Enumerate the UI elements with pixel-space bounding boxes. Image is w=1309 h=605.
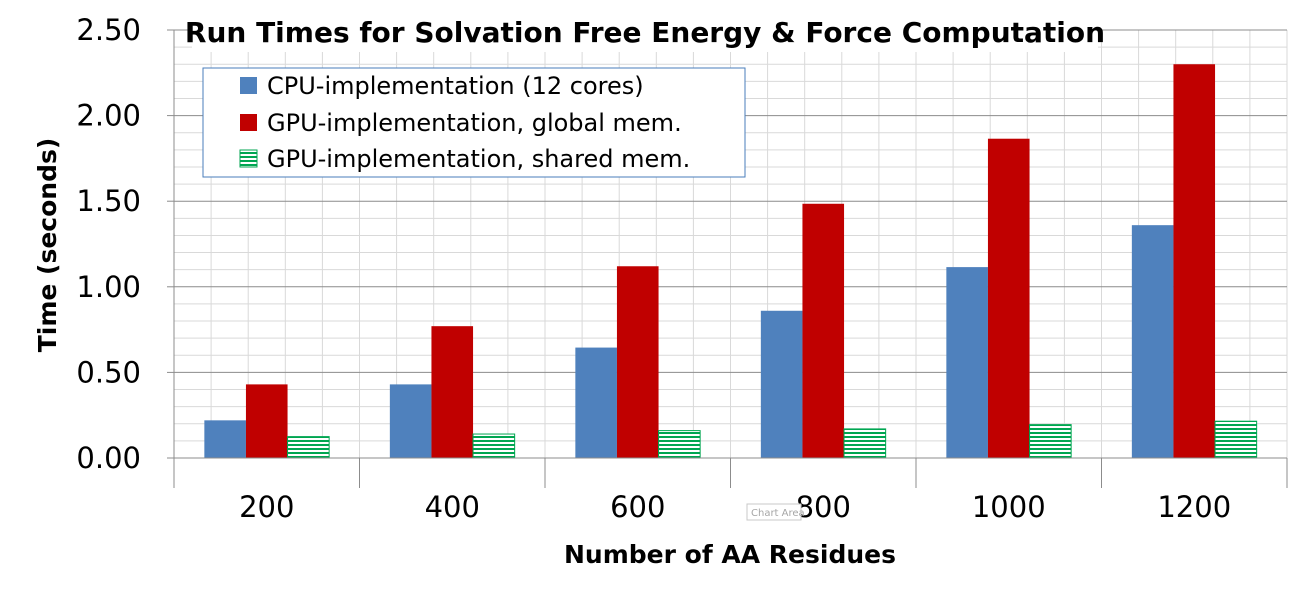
y-tick-label: 2.50 [76, 13, 141, 47]
bar-cpu-200 [204, 420, 246, 458]
legend-swatch-gpu-shared [239, 149, 258, 168]
bar-gpu-shared-1200 [1214, 420, 1258, 459]
bar-gpu-shared-200 [287, 436, 330, 459]
bar-gpu-shared-1000 [1029, 424, 1072, 459]
x-tick-labels: 200 400 600 800 1000 1200 [239, 490, 1231, 524]
axes [167, 29, 1288, 488]
x-tick-label: 200 [239, 490, 294, 524]
bar-cpu-1200 [1131, 225, 1174, 458]
bar-gpu-shared-400 [472, 433, 516, 459]
chart-title: Run Times for Solvation Free Energy & Fo… [185, 16, 1105, 49]
bar-gpu-global-1000 [987, 138, 1030, 458]
legend: CPU-implementation (12 cores) GPU-implem… [202, 67, 746, 178]
chart-area-tooltip: Chart Area [746, 503, 805, 521]
bar-gpu-shared-800 [843, 428, 887, 459]
y-tick-label: 1.50 [76, 184, 141, 218]
bar-cpu-600 [575, 347, 617, 458]
y-tick-label: 0.50 [76, 355, 141, 389]
x-tick-label: 800 [796, 490, 851, 524]
bar-gpu-global-800 [802, 203, 845, 458]
y-tick-labels: 0.00 0.50 1.00 1.50 2.00 2.50 [76, 13, 141, 475]
legend-label-gpu-global: GPU-implementation, global mem. [267, 109, 682, 137]
tooltip-label: Chart Area [751, 508, 805, 519]
x-axis-title: Number of AA Residues [564, 540, 896, 569]
x-tick-label: 1200 [1157, 490, 1231, 524]
legend-swatch-cpu [240, 77, 257, 94]
bar-gpu-shared-600 [658, 430, 701, 459]
chart-title-background [192, 12, 1098, 52]
y-tick-label: 1.00 [76, 270, 141, 304]
tooltip-box [746, 503, 802, 521]
x-tick-label: 1000 [972, 490, 1046, 524]
legend-label-gpu-shared: GPU-implementation, shared mem. [267, 145, 690, 173]
y-tick-label: 2.00 [76, 99, 141, 133]
bar-gpu-global-200 [245, 384, 288, 458]
x-tick-label: 600 [610, 490, 665, 524]
y-axis-title: Time (seconds) [33, 138, 62, 353]
legend-box [202, 67, 746, 178]
bar-gpu-global-600 [616, 266, 659, 458]
legend-label-cpu: CPU-implementation (12 cores) [267, 72, 644, 100]
bar-cpu-400 [389, 384, 432, 458]
y-tick-label: 0.00 [76, 441, 141, 475]
bars [204, 64, 1258, 459]
bar-cpu-1000 [946, 267, 988, 458]
bar-gpu-global-400 [431, 326, 474, 458]
x-tick-label: 400 [425, 490, 480, 524]
bar-cpu-800 [760, 310, 803, 458]
legend-swatch-gpu-global [240, 114, 257, 131]
bar-gpu-global-1200 [1173, 64, 1216, 459]
